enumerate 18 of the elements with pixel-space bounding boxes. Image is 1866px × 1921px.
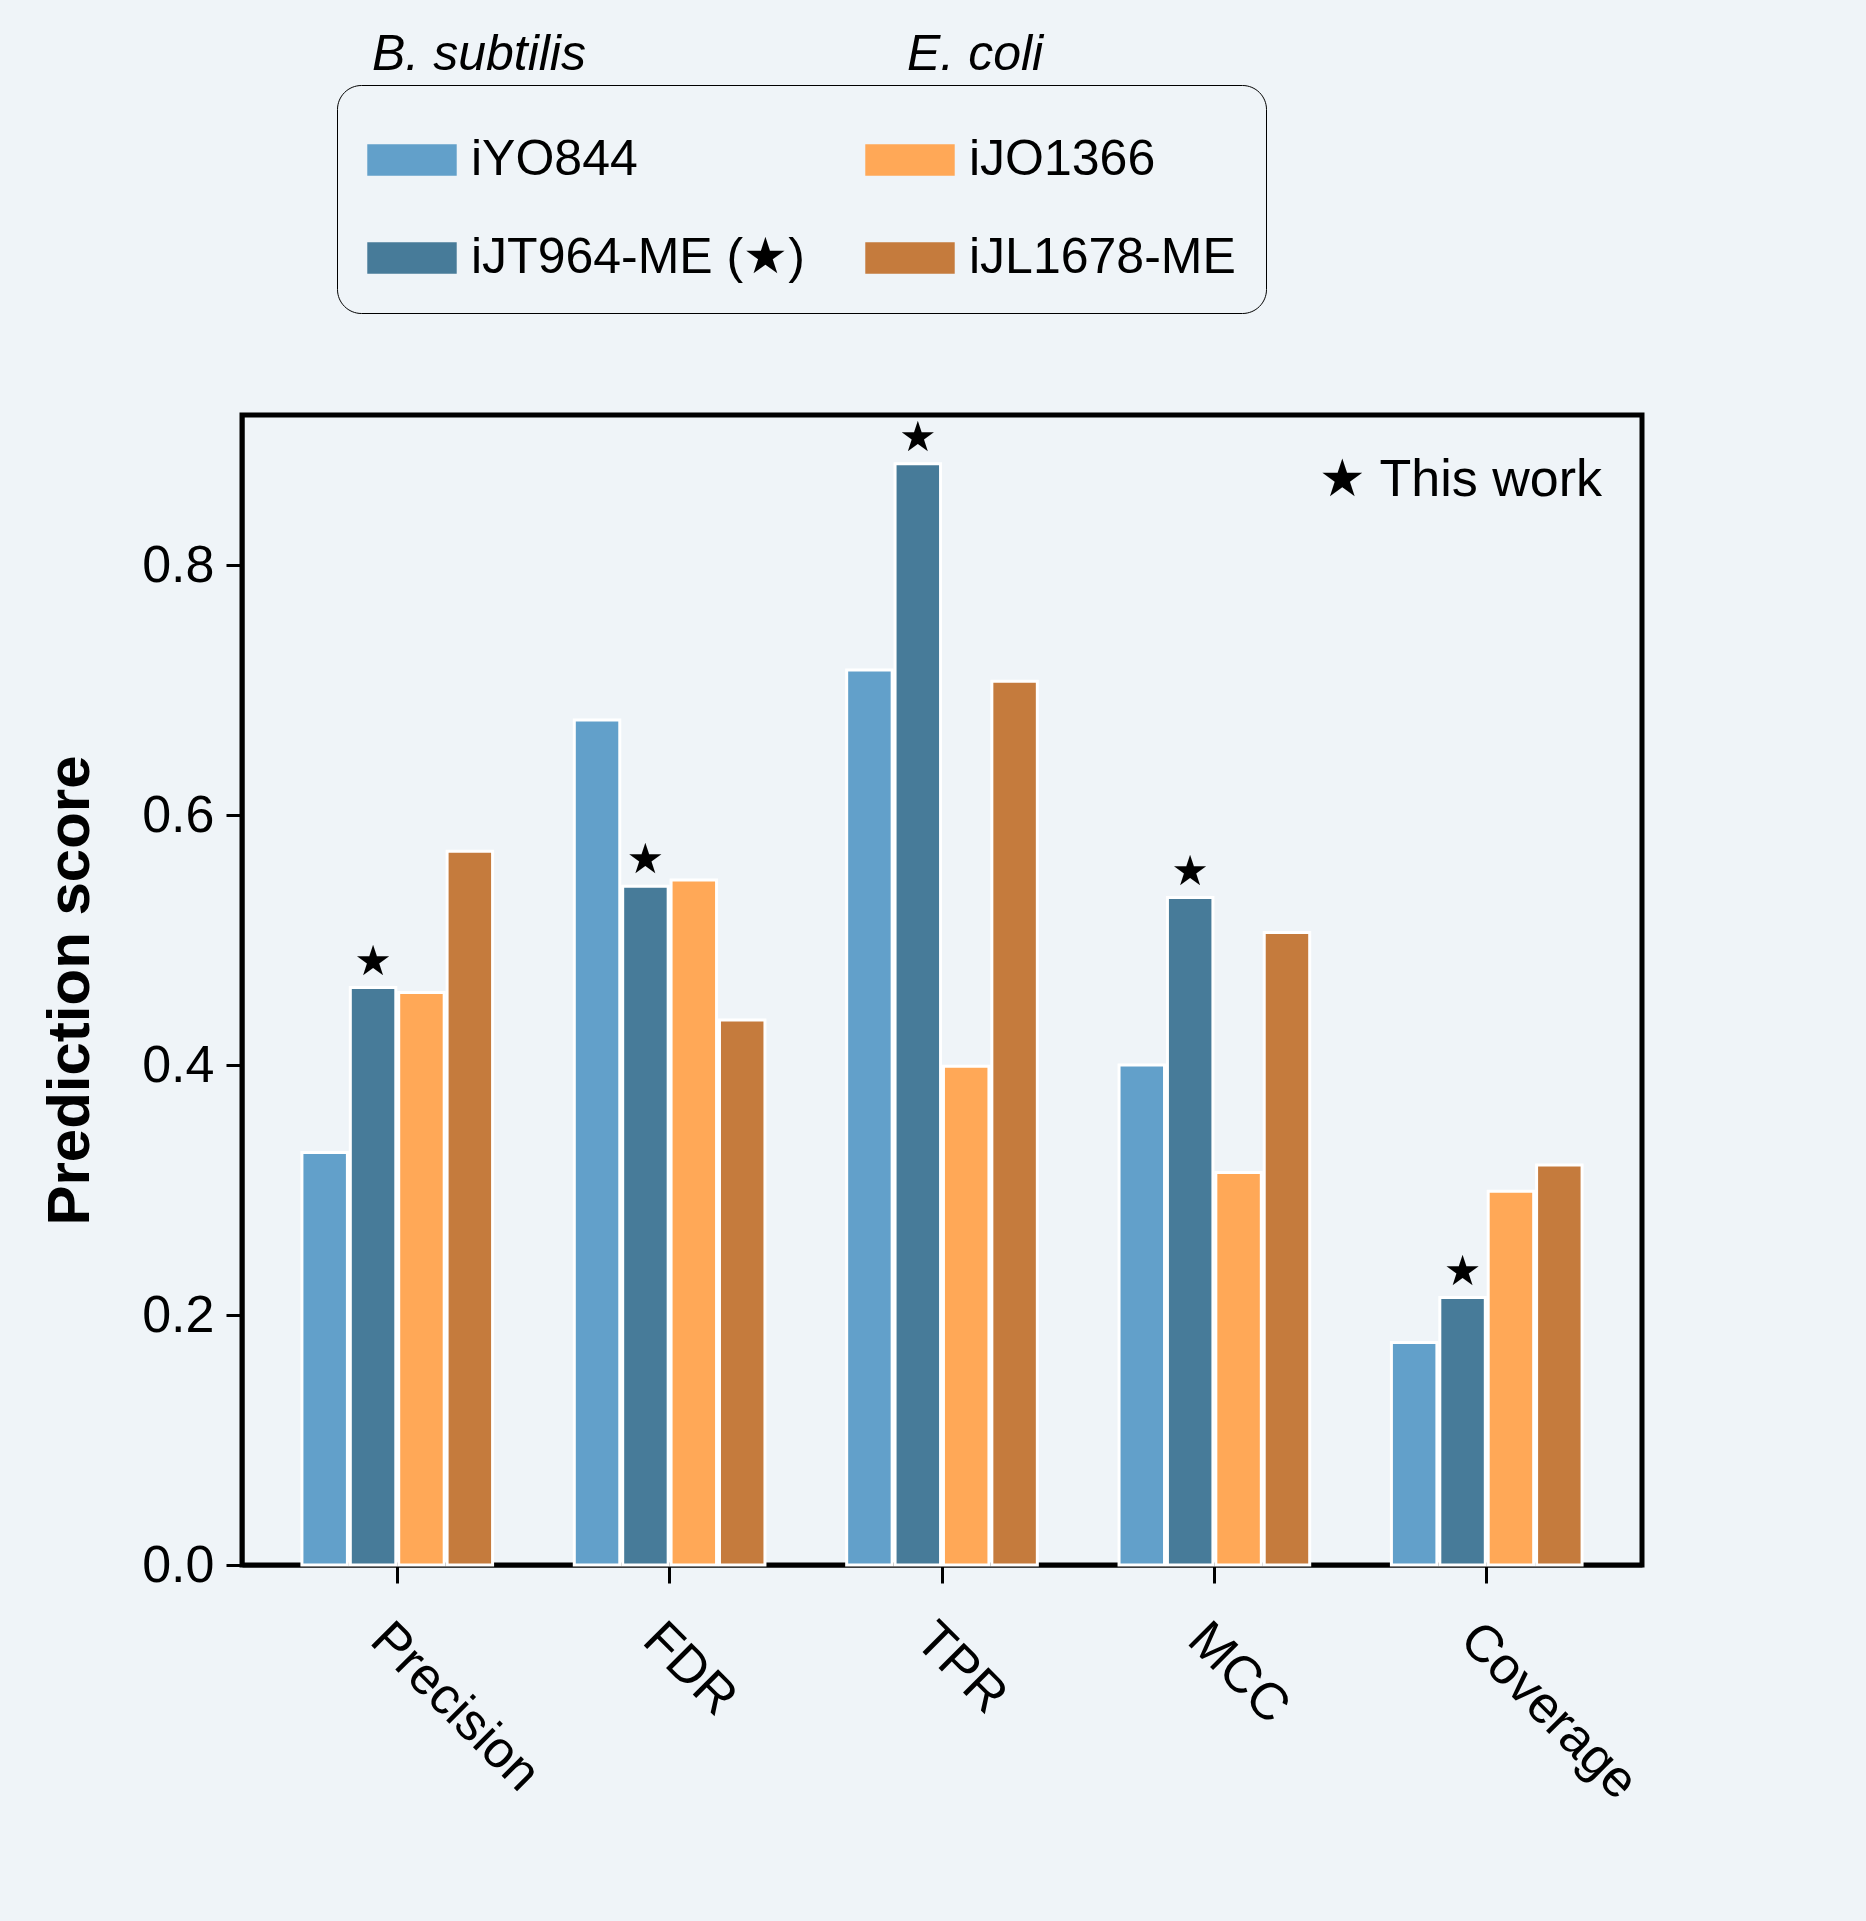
- legend-label: iJT964-ME (★): [471, 228, 805, 284]
- y-tick-label: 0.2: [142, 1284, 215, 1343]
- y-tick-label: 0.4: [142, 1034, 215, 1093]
- annotation: ★: [354, 935, 392, 985]
- y-tick-label: 0.8: [142, 534, 215, 593]
- annotation: ★: [1171, 845, 1210, 895]
- legend-label: iJL1678-ME: [969, 228, 1236, 284]
- annotation: ★: [626, 834, 665, 884]
- y-tick-label: 0.6: [142, 784, 215, 843]
- annotation: ★: [1443, 1245, 1482, 1295]
- y-tick-label: 0.0: [142, 1534, 215, 1593]
- text: E. coli: [907, 25, 1046, 81]
- y-axis-title: Prediction score: [35, 755, 103, 1226]
- legend-label: iYO844: [471, 130, 638, 186]
- annotation: ★ This work: [1319, 449, 1603, 507]
- annotation: ★: [898, 411, 937, 461]
- text: B. subtilis: [372, 25, 586, 81]
- legend-label: iJO1366: [969, 130, 1156, 186]
